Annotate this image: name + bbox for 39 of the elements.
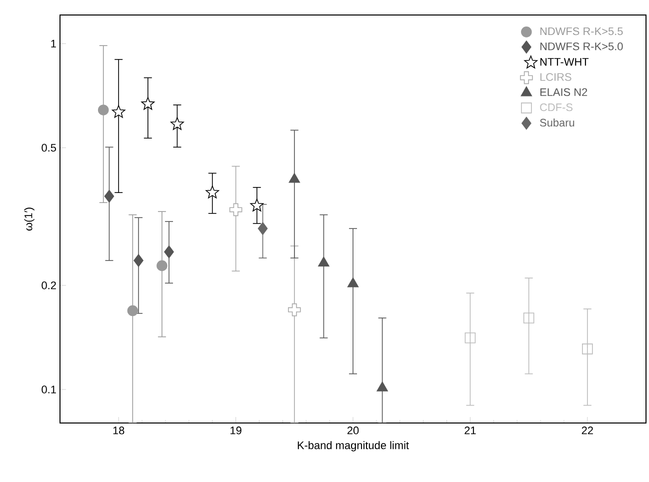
legend-label: NTT-WHT bbox=[540, 58, 589, 66]
point bbox=[98, 104, 109, 116]
point bbox=[170, 117, 184, 130]
y-tick-label: 0.2 bbox=[42, 282, 56, 290]
y-tick-label: 0.1 bbox=[42, 386, 56, 394]
x-tick-label: 21 bbox=[464, 426, 476, 434]
legend-label: CDF-S bbox=[540, 103, 572, 112]
y-tick-label: 0.5 bbox=[42, 144, 56, 152]
point bbox=[206, 186, 220, 198]
point bbox=[229, 203, 242, 216]
legend-label: ELAIS N2 bbox=[540, 88, 588, 96]
point bbox=[127, 305, 138, 316]
point bbox=[464, 332, 476, 344]
y-axis-title: ω(1′) bbox=[24, 208, 34, 231]
point bbox=[164, 245, 174, 258]
point bbox=[156, 260, 168, 272]
legend-label: LCIRS bbox=[540, 73, 572, 81]
x-axis-title: K-band magnitude limit bbox=[298, 441, 409, 452]
y-tick-label: 1 bbox=[51, 40, 56, 48]
point bbox=[376, 382, 388, 392]
legend-label: Subaru bbox=[540, 118, 574, 127]
point bbox=[112, 105, 126, 118]
point bbox=[523, 312, 534, 324]
x-tick-label: 18 bbox=[113, 426, 124, 434]
point bbox=[288, 172, 300, 183]
point bbox=[250, 198, 264, 212]
point bbox=[134, 254, 144, 267]
point bbox=[104, 190, 114, 203]
point bbox=[141, 97, 155, 110]
point bbox=[258, 222, 268, 235]
x-tick-label: 20 bbox=[347, 426, 359, 434]
x-tick-label: 22 bbox=[582, 426, 593, 434]
point bbox=[347, 277, 359, 288]
point bbox=[582, 344, 593, 354]
point bbox=[288, 303, 301, 316]
legend-label: NDWFS R-K>5.0 bbox=[540, 42, 623, 50]
legend-label: NDWFS R-K>5.5 bbox=[540, 27, 623, 36]
point bbox=[318, 256, 330, 266]
x-tick-label: 19 bbox=[230, 426, 242, 434]
